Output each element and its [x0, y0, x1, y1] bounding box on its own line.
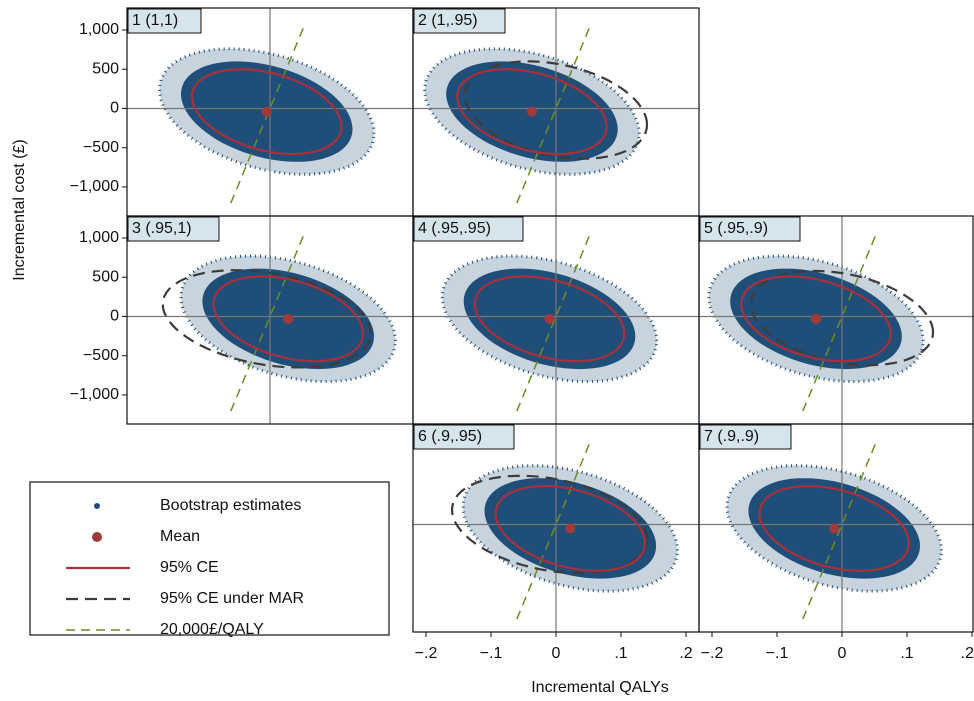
y-tick-label: 500 — [92, 60, 119, 77]
mar-ellipse — [161, 269, 372, 369]
x-tick-label: 0 — [838, 645, 847, 662]
x-tick-label: 0 — [552, 645, 561, 662]
x-tick-label: .1 — [900, 645, 913, 662]
ce-ellipse — [758, 484, 911, 572]
mean-point — [261, 106, 272, 117]
x-tick-label: −.1 — [480, 645, 503, 662]
mean-point — [565, 523, 576, 534]
mean-point — [526, 106, 537, 117]
y-tick-label: 1,000 — [79, 229, 119, 246]
panel-title: 3 (.95,1) — [132, 220, 192, 237]
mean-point — [829, 523, 840, 534]
mean-point — [811, 313, 821, 324]
ce-ellipse — [212, 275, 365, 363]
ce-ellipse — [494, 484, 647, 572]
panel-title: 1 (1,1) — [132, 12, 178, 29]
x-axis-label: Incremental QALYs — [531, 679, 669, 696]
legend-label: 20,000£/QALY — [160, 621, 264, 638]
mar-ellipse — [749, 269, 935, 367]
panel-title-box — [699, 424, 792, 450]
x-tick-label: −.1 — [766, 645, 789, 662]
legend-label: 95% CE — [160, 559, 219, 576]
threshold-line — [516, 232, 592, 412]
panel — [413, 8, 699, 216]
y-tick-label: 0 — [110, 308, 119, 325]
panel-title-box — [413, 8, 506, 34]
panel-title-box — [127, 8, 202, 34]
panel — [699, 216, 974, 424]
x-tick-label: .1 — [614, 645, 627, 662]
panel-title-box — [413, 216, 524, 242]
y-tick-label: −1,000 — [70, 386, 119, 403]
panel-title-box — [127, 216, 220, 242]
y-tick-label: −1,000 — [70, 178, 119, 195]
panel-title: 7 (.9,.9) — [704, 428, 759, 445]
panel — [413, 216, 699, 424]
y-tick-label: −500 — [83, 139, 119, 156]
panel — [413, 424, 699, 632]
panel-title-box — [699, 216, 801, 242]
panel — [127, 8, 413, 216]
mar-ellipse — [450, 474, 649, 575]
y-axis-label: Incremental cost (£) — [11, 139, 28, 280]
x-tick-label: −.2 — [415, 645, 438, 662]
panel-frame — [698, 423, 974, 633]
panel — [699, 424, 974, 632]
mean-point — [544, 313, 555, 324]
ce-ellipse — [473, 275, 626, 363]
ce-ellipse — [456, 68, 608, 156]
x-tick-label: .2 — [679, 645, 692, 662]
legend-label: 95% CE under MAR — [160, 590, 304, 607]
legend-label: Bootstrap estimates — [160, 497, 301, 514]
legend-symbol — [92, 532, 102, 542]
mean-point — [283, 313, 294, 324]
y-tick-label: −500 — [83, 347, 119, 364]
y-tick-label: 0 — [110, 100, 119, 117]
x-tick-label: −.2 — [701, 645, 724, 662]
panel-title: 5 (.95,.9) — [704, 220, 768, 237]
y-tick-label: 1,000 — [79, 21, 119, 38]
threshold-line — [230, 232, 306, 412]
panel-title: 6 (.9,.95) — [418, 428, 482, 445]
legend-symbol — [94, 503, 100, 509]
threshold-line — [802, 232, 878, 412]
panel — [127, 216, 413, 424]
panel-title-box — [413, 424, 515, 450]
panel-title: 2 (1,.95) — [418, 12, 478, 29]
mar-ellipse — [463, 60, 649, 160]
threshold-line — [516, 440, 592, 620]
legend-label: Mean — [160, 528, 200, 545]
y-tick-label: 500 — [92, 268, 119, 285]
x-tick-label: .2 — [961, 645, 974, 662]
ce-ellipse — [740, 275, 892, 363]
legend-box — [29, 481, 390, 636]
threshold-line — [516, 24, 592, 204]
panel-title: 4 (.95,.95) — [418, 220, 491, 237]
ce-ellipse — [190, 68, 343, 156]
threshold-line — [802, 440, 878, 620]
